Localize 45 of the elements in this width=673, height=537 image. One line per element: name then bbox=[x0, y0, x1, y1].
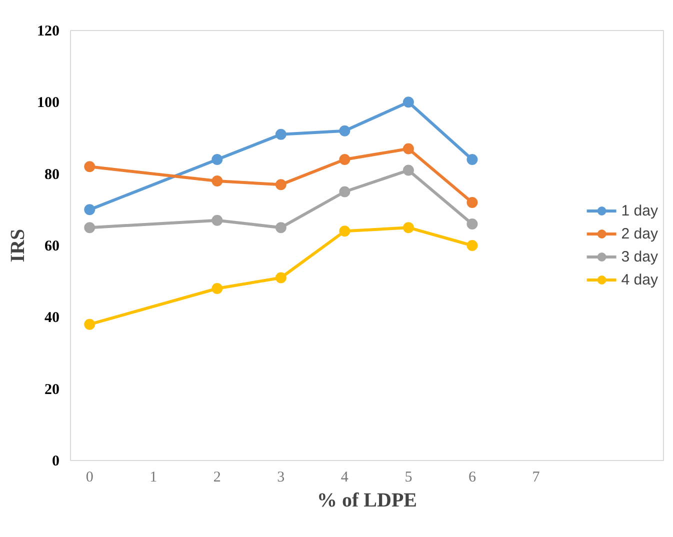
point bbox=[275, 179, 286, 190]
y-tick-label: 20 bbox=[44, 382, 60, 398]
point bbox=[339, 125, 350, 136]
y-axis-title: IRS bbox=[7, 228, 29, 262]
x-axis-title: % of LDPE bbox=[317, 490, 417, 512]
point bbox=[212, 214, 223, 226]
x-tick-label: 4 bbox=[340, 470, 349, 486]
point bbox=[402, 143, 414, 154]
y-tick-label: 120 bbox=[37, 24, 60, 40]
x-tick-label: 5 bbox=[404, 470, 412, 486]
point bbox=[84, 204, 96, 216]
x-tick-label: 0 bbox=[86, 470, 94, 486]
point bbox=[402, 222, 414, 234]
point bbox=[339, 186, 350, 198]
x-tick-label: 6 bbox=[468, 470, 476, 486]
x-tick-label: 2 bbox=[213, 470, 221, 486]
x-tick-label: 1 bbox=[150, 470, 158, 486]
legend-label: 2 day bbox=[621, 225, 658, 242]
point bbox=[84, 318, 96, 330]
point bbox=[339, 154, 350, 165]
point bbox=[212, 154, 223, 165]
x-tick-label: 7 bbox=[532, 470, 540, 486]
point bbox=[275, 128, 286, 140]
point bbox=[84, 161, 96, 172]
legend-label: 4 day bbox=[621, 271, 658, 288]
point bbox=[339, 226, 350, 237]
legend-label: 1 day bbox=[621, 202, 658, 219]
y-tick-label: 100 bbox=[37, 95, 60, 112]
point bbox=[212, 176, 223, 186]
point bbox=[466, 197, 478, 208]
y-tick-label: 60 bbox=[44, 238, 60, 254]
point bbox=[275, 222, 286, 234]
point bbox=[466, 218, 478, 230]
y-tick-label: 0 bbox=[52, 454, 60, 470]
y-tick-label: 40 bbox=[44, 310, 60, 326]
point bbox=[466, 240, 478, 251]
point bbox=[466, 154, 478, 165]
legend-label: 3 day bbox=[621, 248, 658, 265]
point bbox=[275, 272, 286, 284]
y-tick-label: 80 bbox=[44, 166, 60, 183]
point bbox=[402, 96, 414, 108]
x-tick-label: 3 bbox=[277, 470, 285, 486]
point bbox=[84, 222, 96, 234]
point bbox=[402, 164, 414, 176]
point bbox=[212, 283, 223, 294]
